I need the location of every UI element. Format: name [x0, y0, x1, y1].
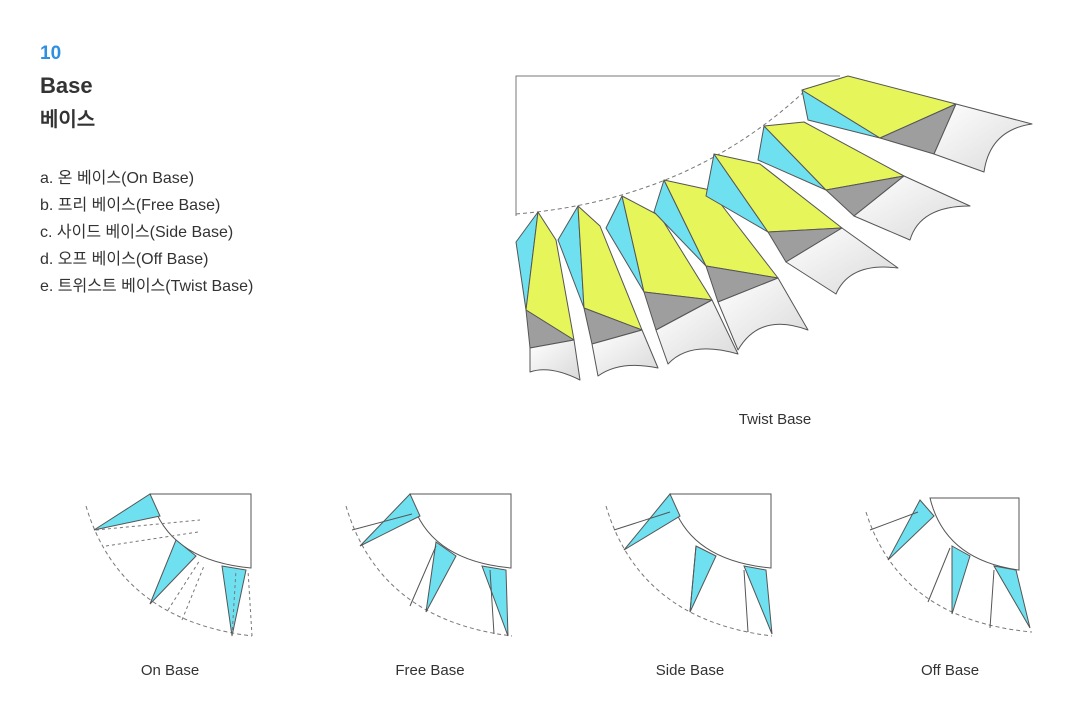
- twist-fan-7: [801, 75, 1033, 173]
- side-base-dashed-arc: [605, 505, 773, 637]
- list-item: e. 트위스트 베이스(Twist Base): [40, 278, 254, 295]
- list-item: b. 프리 베이스(Free Base): [40, 197, 221, 214]
- twist-base-diagram: [515, 75, 1033, 381]
- twist-fan-2: [557, 205, 659, 377]
- on-base-caption: On Base: [140, 662, 200, 679]
- free-base-dashed-arc: [345, 505, 513, 637]
- twist-fan-1: [515, 211, 581, 381]
- base-type-list: a. 온 베이스(On Base) b. 프리 베이스(Free Base) c…: [40, 165, 253, 300]
- twist-base-caption: Twist Base: [738, 411, 812, 428]
- twist-frame: [515, 75, 840, 216]
- twist-fan-5: [705, 153, 899, 295]
- on-base-dashed-arc: [85, 505, 253, 637]
- section-number: 10: [40, 43, 62, 64]
- list-item: a. 온 베이스(On Base): [40, 170, 195, 187]
- twist-fan-3: [605, 195, 739, 365]
- on-base-diagram: [85, 493, 253, 637]
- list-item: c. 사이드 베이스(Side Base): [40, 224, 234, 241]
- free-base-caption: Free Base: [395, 662, 465, 679]
- off-base-caption: Off Base: [920, 662, 980, 679]
- page-title: Base: [40, 73, 93, 98]
- list-item: d. 오프 베이스(Off Base): [40, 251, 209, 268]
- off-base-diagram: [865, 497, 1033, 633]
- twist-dashed-arc: [515, 87, 809, 215]
- twist-fan-6: [757, 121, 971, 241]
- twist-fan-4: [653, 179, 809, 351]
- free-base-diagram: [345, 493, 513, 637]
- side-base-diagram: [605, 493, 773, 637]
- page-subtitle: 베이스: [40, 109, 96, 131]
- side-base-caption: Side Base: [655, 662, 725, 679]
